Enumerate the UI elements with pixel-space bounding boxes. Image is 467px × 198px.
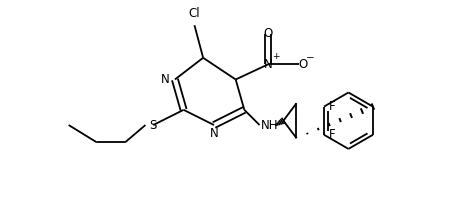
Text: N: N [264, 58, 273, 71]
Text: Cl: Cl [189, 7, 200, 20]
Text: F: F [328, 128, 335, 141]
Text: N: N [210, 127, 219, 140]
Text: −: − [306, 53, 315, 63]
Text: N: N [161, 73, 170, 86]
Text: O: O [263, 28, 273, 40]
Text: S: S [149, 119, 157, 131]
Text: O: O [298, 58, 308, 71]
Text: +: + [272, 52, 279, 61]
Text: F: F [328, 100, 335, 113]
Text: NH: NH [261, 119, 279, 131]
